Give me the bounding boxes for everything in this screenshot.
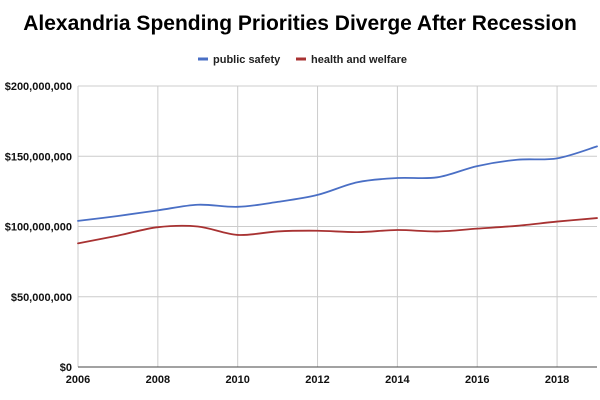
y-tick-label: $0 bbox=[60, 362, 72, 374]
x-tick-label: 2012 bbox=[305, 374, 329, 386]
x-tick-label: 2014 bbox=[385, 374, 410, 386]
y-tick-label: $150,000,000 bbox=[5, 151, 72, 163]
chart-title: Alexandria Spending Priorities Diverge A… bbox=[23, 12, 577, 35]
series-lines bbox=[77, 145, 598, 245]
y-axis-tick-labels: $0 $50,000,000 $100,000,000 $150,000,000 $20… bbox=[5, 81, 72, 374]
x-tick-label: 2008 bbox=[146, 374, 170, 386]
x-tick-label: 2018 bbox=[545, 374, 569, 386]
y-tick-label: $200,000,000 bbox=[5, 81, 72, 93]
y-tick-label: $100,000,000 bbox=[5, 222, 72, 234]
x-axis-tick-labels: 2006 2008 2010 2012 2014 2016 2018 bbox=[66, 374, 570, 386]
x-tick-label: 2006 bbox=[66, 374, 90, 386]
legend-label-health-and-welfare: health and welfare bbox=[311, 54, 407, 66]
x-tick-label: 2016 bbox=[465, 374, 489, 386]
legend: public safety health and welfare bbox=[198, 54, 407, 66]
series-line-health-and-welfare bbox=[77, 217, 598, 245]
series-line-public-safety bbox=[77, 145, 598, 222]
x-tick-label: 2010 bbox=[225, 374, 249, 386]
legend-label-public-safety: public safety bbox=[213, 54, 281, 66]
y-tick-label: $50,000,000 bbox=[11, 292, 72, 304]
